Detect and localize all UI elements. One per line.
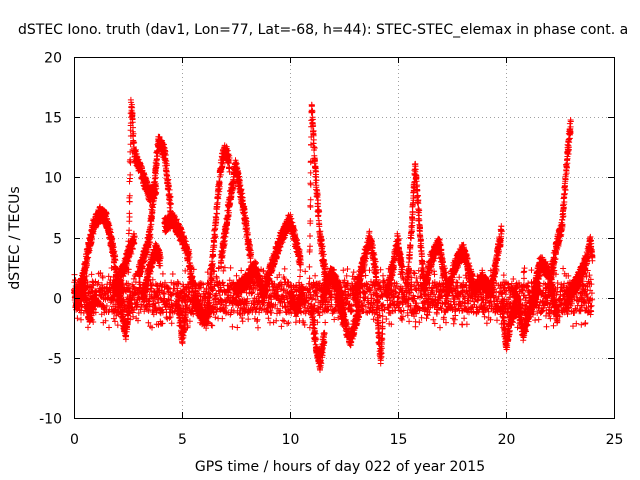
x-tick-label: 20 [498,432,516,448]
y-tick-label: 5 [53,232,62,248]
chart-title: dSTEC Iono. truth (dav1, Lon=77, Lat=-68… [18,22,628,38]
y-axis-label: dSTEC / TECUs [7,186,23,289]
y-tick-label: -10 [39,412,62,428]
x-tick-label: 5 [178,432,187,448]
x-tick-label: 25 [606,432,624,448]
axis-ticks: 0 5 10 15 20 25 -10 -5 0 5 10 15 20 [39,51,623,449]
y-tick-label: 20 [44,51,62,67]
x-tick-label: 10 [282,432,300,448]
y-tick-label: 0 [53,292,62,308]
y-tick-label: 15 [44,111,62,127]
x-tick-label: 0 [70,432,79,448]
x-axis-label: GPS time / hours of day 022 of year 2015 [195,459,485,475]
x-tick-label: 15 [390,432,408,448]
y-tick-label: -5 [48,352,62,368]
y-tick-label: 10 [44,171,62,187]
